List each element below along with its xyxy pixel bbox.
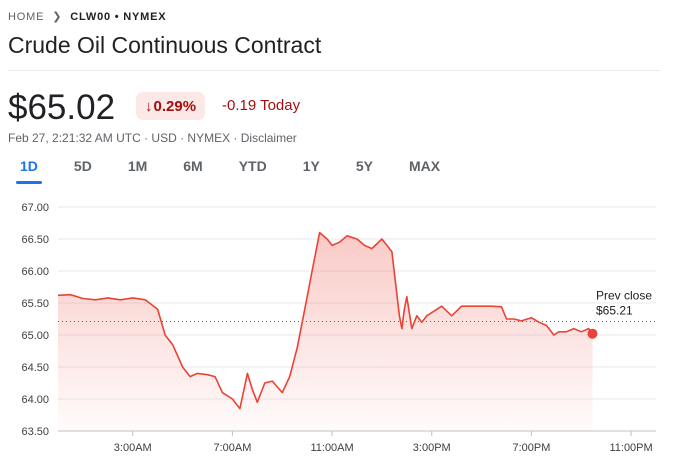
tab-max[interactable]: MAX [408,158,441,174]
range-tabs: 1D 5D 1M 6M YTD 1Y 5Y MAX [16,158,472,184]
y-tick-label: 66.00 [21,266,49,278]
tab-5d[interactable]: 5D [73,158,92,174]
y-tick-label: 63.50 [21,426,49,438]
y-tick-label: 65.00 [21,330,49,342]
arrow-down-icon: ↓ [145,97,153,115]
x-axis: 3:00AM 7:00AM 11:00AM 3:00PM 7:00PM 11:00PM [114,431,653,454]
y-tick-label: 66.50 [21,234,49,246]
change-percent-badge: ↓ 0.29% [136,92,206,120]
current-price: $65.02 [8,88,116,127]
tab-1m[interactable]: 1M [127,158,148,174]
y-tick-label: 65.50 [21,298,49,310]
chevron-right-icon: ❯ [52,11,63,23]
current-price-dot [587,328,598,339]
tab-1d[interactable]: 1D [16,158,42,184]
page-title: Crude Oil Continuous Contract [8,32,322,58]
price-area [58,232,593,431]
tab-ytd[interactable]: YTD [238,158,267,174]
prev-close-value: $65.21 [596,304,633,318]
x-tick-label: 3:00PM [413,442,451,454]
tab-6m[interactable]: 6M [183,158,203,174]
y-axis: 67.00 66.50 66.00 65.50 65.00 64.50 64.00 63.50 [21,202,49,438]
x-tick-label: 3:00AM [114,442,152,454]
change-percent-value: 0.29% [153,97,197,115]
breadcrumb-current: CLW00 • NYMEX [70,10,167,23]
prev-close-label: Prev close [596,289,652,303]
x-tick-label: 11:00AM [310,442,353,454]
price-chart[interactable]: 67.00 66.50 66.00 65.50 65.00 64.50 64.00 63.50… [0,190,688,467]
tab-5y[interactable]: 5Y [355,158,373,174]
y-tick-label: 64.00 [21,394,49,406]
quote-meta: Feb 27, 2:21:32 AM UTC · USD · NYMEX · D… [8,131,297,145]
y-tick-label: 67.00 [21,202,49,214]
x-tick-label: 11:00PM [609,442,652,454]
breadcrumb-home[interactable]: HOME [8,10,45,23]
tab-1y[interactable]: 1Y [302,158,320,174]
breadcrumb: HOME ❯ CLW00 • NYMEX [8,10,167,24]
y-tick-label: 64.50 [21,362,49,374]
change-today: -0.19 Today [222,97,301,114]
x-tick-label: 7:00PM [512,442,550,454]
x-tick-label: 7:00AM [213,442,251,454]
divider [8,70,660,71]
price-line [57,231,594,410]
